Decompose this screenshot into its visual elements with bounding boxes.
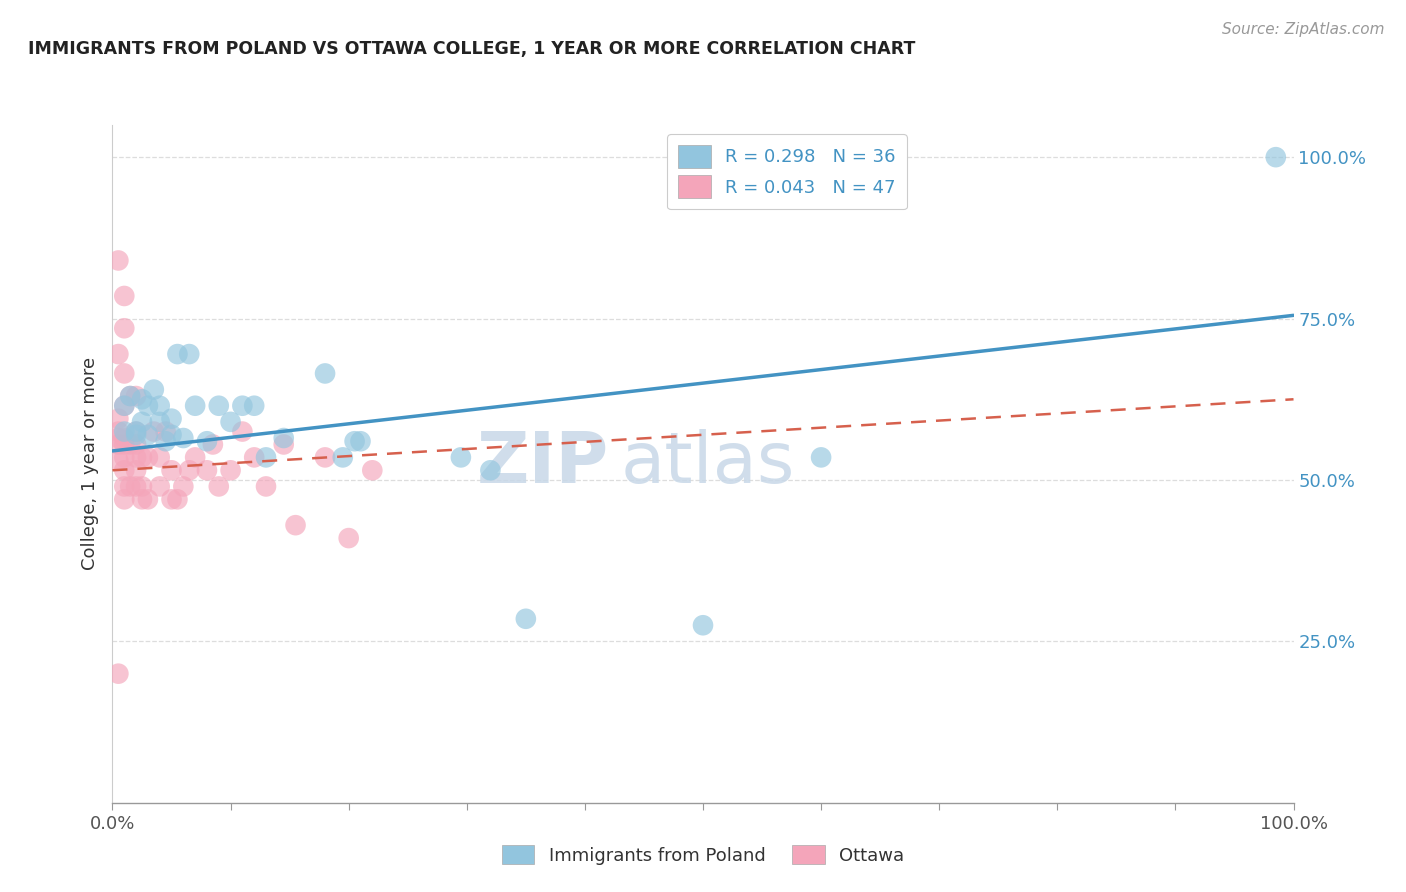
Text: IMMIGRANTS FROM POLAND VS OTTAWA COLLEGE, 1 YEAR OR MORE CORRELATION CHART: IMMIGRANTS FROM POLAND VS OTTAWA COLLEGE… (28, 40, 915, 58)
Point (112, 321, 135, 335)
Point (166, 347, 188, 361)
Point (160, 463, 183, 477)
Point (184, 450, 207, 465)
Point (149, 479, 172, 493)
Point (112, 479, 135, 493)
Point (160, 427, 183, 442)
Point (112, 431, 135, 445)
Point (450, 450, 472, 465)
Point (112, 425, 135, 439)
Point (107, 411, 129, 425)
Point (201, 437, 224, 451)
Point (107, 431, 129, 445)
Point (179, 347, 201, 361)
Point (332, 450, 354, 465)
Point (172, 431, 194, 445)
Point (179, 463, 201, 477)
Point (284, 518, 307, 533)
Point (112, 463, 135, 477)
Point (149, 450, 172, 465)
Point (184, 399, 207, 413)
Point (254, 450, 277, 465)
Point (208, 399, 231, 413)
Point (515, 612, 537, 626)
Point (107, 253, 129, 268)
Point (160, 492, 183, 507)
Point (337, 531, 360, 545)
Point (136, 450, 159, 465)
Point (349, 434, 371, 449)
Point (120, 389, 142, 403)
Text: ZIP: ZIP (477, 429, 609, 499)
Point (112, 399, 135, 413)
Point (810, 450, 832, 465)
Point (1264, 150, 1286, 164)
Point (131, 392, 153, 407)
Point (314, 367, 336, 381)
Point (112, 399, 135, 413)
Point (136, 399, 159, 413)
Point (219, 415, 242, 429)
Point (155, 425, 177, 439)
Point (254, 479, 277, 493)
Point (361, 463, 384, 477)
Point (219, 463, 242, 477)
Point (208, 479, 231, 493)
Point (107, 425, 129, 439)
Point (692, 618, 714, 632)
Point (125, 427, 148, 442)
Point (107, 347, 129, 361)
Point (136, 427, 159, 442)
Point (112, 289, 135, 303)
Point (314, 450, 336, 465)
Point (125, 425, 148, 439)
Point (112, 367, 135, 381)
Point (160, 411, 183, 425)
Legend: Immigrants from Poland, Ottawa: Immigrants from Poland, Ottawa (495, 838, 911, 871)
Point (120, 437, 142, 451)
Point (273, 437, 295, 451)
Point (243, 399, 266, 413)
Point (112, 492, 135, 507)
Point (112, 437, 135, 451)
Point (195, 434, 218, 449)
Point (155, 434, 177, 449)
Point (125, 389, 148, 403)
Point (149, 415, 172, 429)
Point (125, 450, 148, 465)
Point (107, 437, 129, 451)
Point (273, 431, 295, 445)
Point (343, 434, 366, 449)
Point (195, 463, 218, 477)
Point (131, 450, 153, 465)
Point (142, 425, 165, 439)
Point (243, 450, 266, 465)
Point (479, 463, 502, 477)
Point (120, 389, 142, 403)
Point (125, 479, 148, 493)
Point (131, 415, 153, 429)
Point (136, 492, 159, 507)
Text: Source: ZipAtlas.com: Source: ZipAtlas.com (1222, 22, 1385, 37)
Point (231, 425, 253, 439)
Point (120, 479, 142, 493)
Point (125, 425, 148, 439)
Point (149, 399, 172, 413)
Point (107, 666, 129, 681)
Point (112, 450, 135, 465)
Point (142, 383, 165, 397)
Point (166, 492, 188, 507)
Y-axis label: College, 1 year or more: College, 1 year or more (80, 358, 98, 570)
Point (172, 479, 194, 493)
Point (107, 453, 129, 467)
Point (231, 399, 253, 413)
Point (131, 492, 153, 507)
Point (131, 479, 153, 493)
Point (125, 437, 148, 451)
Text: atlas: atlas (620, 429, 794, 499)
Point (125, 463, 148, 477)
